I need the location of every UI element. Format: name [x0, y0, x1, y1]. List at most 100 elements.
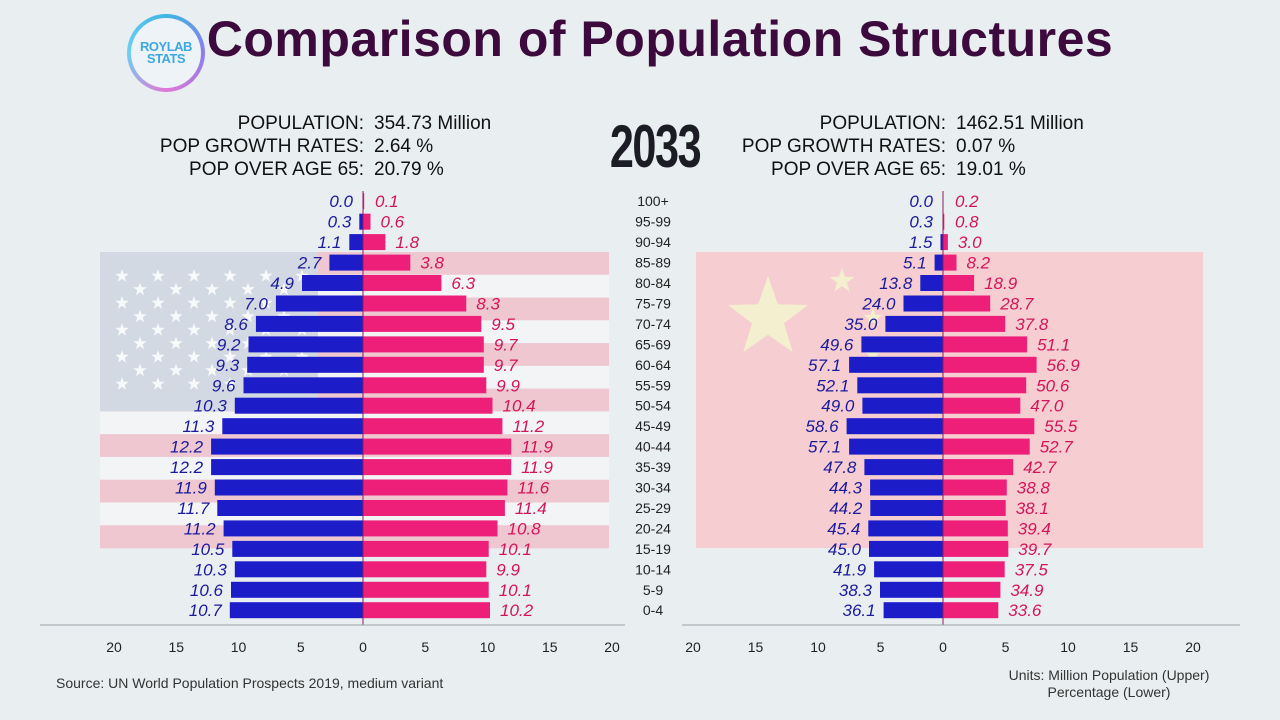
right-country-stats: POPULATION: 1462.51 Million POP GROWTH RA…: [732, 112, 1084, 181]
female-bar: [943, 397, 1021, 414]
us-flag-star-icon: [169, 309, 183, 323]
x-tick-label: 20: [604, 639, 620, 655]
age-group-label: 5-9: [643, 582, 663, 598]
age-group-label: 65-69: [635, 336, 671, 352]
age-group-label: 85-89: [635, 255, 671, 271]
female-bar: [363, 500, 505, 516]
female-bar: [363, 193, 365, 210]
left-population-row: POPULATION: 354.73 Million: [150, 112, 492, 135]
male-bar: [234, 561, 363, 578]
x-tick-label: 10: [1060, 639, 1076, 655]
male-value-label: 45.0: [828, 540, 862, 559]
population-label: POPULATION:: [237, 113, 364, 134]
male-bar: [849, 356, 943, 373]
male-bar: [229, 602, 363, 619]
male-bar: [857, 377, 943, 394]
female-bar: [363, 213, 371, 230]
male-bar: [275, 295, 363, 312]
male-bar: [223, 520, 363, 537]
female-value-label: 10.2: [500, 601, 534, 620]
male-bar: [248, 336, 363, 353]
male-value-label: 58.6: [806, 417, 840, 436]
us-flag-star-icon: [115, 350, 129, 363]
female-bar: [943, 295, 991, 312]
female-bar: [363, 581, 489, 598]
male-bar: [329, 254, 363, 271]
male-value-label: 49.0: [821, 397, 855, 416]
female-bar: [943, 561, 1005, 578]
age-group-label: 35-39: [635, 459, 671, 475]
female-bar: [943, 520, 1008, 537]
age-group-label: 80-84: [635, 275, 671, 291]
male-bar: [231, 581, 363, 598]
us-flag-star-icon: [295, 350, 309, 363]
female-bar: [363, 275, 442, 291]
us-flag-star-icon: [133, 309, 147, 323]
us-flag-star-icon: [241, 309, 255, 323]
female-value-label: 28.7: [999, 295, 1034, 314]
male-value-label: 12.2: [170, 438, 204, 457]
female-value-label: 0.1: [375, 192, 399, 211]
female-bar: [943, 356, 1037, 373]
us-flag-star-icon: [115, 296, 129, 309]
us-flag-star-icon: [133, 282, 147, 296]
female-value-label: 11.6: [517, 479, 549, 498]
age-group-label: 100+: [637, 193, 669, 209]
us-flag-star-icon: [223, 377, 237, 390]
male-bar: [255, 315, 363, 332]
us-flag-star-icon: [241, 282, 255, 296]
male-bar: [302, 275, 363, 291]
female-value-label: 3.8: [420, 254, 444, 273]
male-value-label: 36.1: [843, 601, 876, 620]
male-bar: [349, 234, 363, 251]
female-value-label: 55.5: [1044, 417, 1078, 436]
us-flag-star-icon: [259, 296, 273, 309]
x-tick-label: 15: [748, 639, 764, 655]
age-group-label: 95-99: [635, 214, 671, 230]
x-tick-label: 10: [810, 639, 826, 655]
population-value: 354.73 Million: [374, 113, 492, 134]
china-flag-small-star-icon: [863, 344, 883, 363]
male-value-label: 10.7: [189, 601, 223, 620]
female-value-label: 9.7: [494, 356, 518, 375]
logo-line-2: STATS: [146, 51, 186, 66]
x-tick-label: 10: [231, 639, 247, 655]
female-bar: [363, 459, 512, 476]
female-bar: [363, 315, 482, 332]
right-over65-row: POP OVER AGE 65: 19.01 %: [732, 158, 1084, 181]
female-value-label: 51.1: [1037, 335, 1070, 354]
growth-rate-value: 2.64 %: [374, 136, 434, 157]
us-flag-star-icon: [205, 336, 219, 350]
female-value-label: 8.3: [476, 295, 500, 314]
female-bar: [943, 479, 1007, 496]
male-bar: [934, 254, 943, 271]
female-bar: [363, 254, 411, 271]
left-growth-row: POP GROWTH RATES: 2.64 %: [150, 135, 491, 158]
male-bar: [862, 397, 943, 414]
us-flag-star-icon: [277, 309, 291, 323]
growth-rate-label: POP GROWTH RATES:: [159, 136, 364, 157]
us-flag-star-icon: [205, 282, 219, 296]
us-flag-star-icon: [115, 269, 129, 282]
x-tick-label: 15: [1123, 639, 1139, 655]
male-bar: [211, 438, 363, 455]
female-value-label: 0.2: [955, 192, 979, 211]
us-flag-star-icon: [241, 336, 255, 350]
china-flag-small-star-icon: [863, 308, 883, 327]
female-bar: [943, 438, 1030, 455]
x-tick-label: 20: [1185, 639, 1201, 655]
male-bar: [874, 561, 943, 578]
female-value-label: 38.1: [1016, 499, 1049, 518]
male-bar: [243, 377, 363, 394]
female-value-label: 39.4: [1018, 519, 1051, 538]
left-pyramid: 0.0 0.10.3 0.61.1 1.82.7 3.84.9 6.37.0 8.38.6 9…: [40, 191, 625, 655]
male-value-label: 10.6: [190, 581, 224, 600]
x-tick-label: 15: [542, 639, 558, 655]
male-bar: [883, 602, 943, 619]
female-value-label: 9.5: [491, 315, 515, 334]
male-value-label: 24.0: [861, 295, 896, 314]
female-value-label: 6.3: [451, 274, 475, 293]
female-value-label: 0.6: [381, 213, 405, 232]
male-value-label: 1.1: [318, 233, 342, 252]
x-tick-label: 20: [685, 639, 701, 655]
